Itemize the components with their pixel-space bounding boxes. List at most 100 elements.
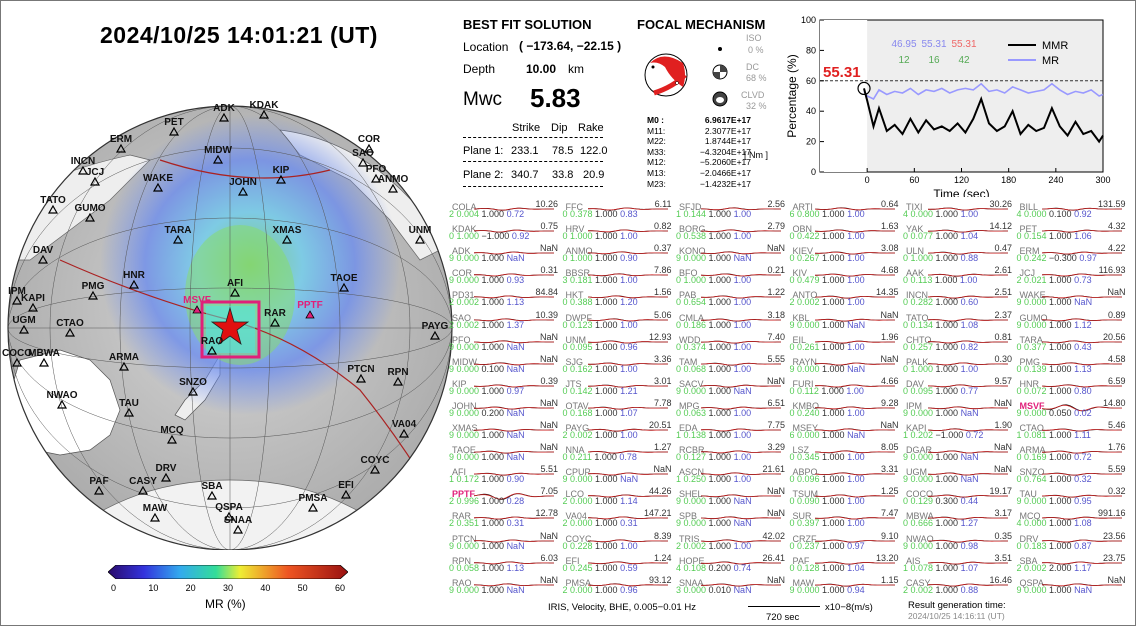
variance-reduction: 1.24 [653, 552, 672, 563]
waveform-trace [701, 516, 781, 520]
variance-reduction: 13.20 [875, 552, 899, 563]
station-name: COR [452, 268, 472, 279]
station-factor: 1.000 [935, 209, 961, 220]
station-factor: 0.100 [481, 363, 507, 374]
waveform-trace [928, 494, 1008, 498]
station-cell: PAF 13.20 0 0.128 1.000 1.04 [789, 551, 902, 573]
station-triangle-icon [392, 376, 404, 386]
station-ratio: 1.00 [960, 363, 979, 374]
waveform-trace [474, 362, 554, 365]
station-cell: MCQ 991.16 4 0.000 1.000 1.08 [1016, 506, 1129, 528]
station-weight: 1 0.078 [903, 562, 936, 573]
station-name: KBL [792, 312, 810, 323]
synthetic-trace [474, 428, 554, 432]
variance-reduction: 12.78 [535, 508, 558, 519]
waveform-trace [814, 472, 895, 476]
station-name: MSVF [1019, 400, 1045, 411]
station-ratio: 1.06 [1074, 231, 1092, 242]
station-ratio: 0.97 [506, 385, 525, 396]
station-name: CTAO [1019, 423, 1044, 433]
synthetic-trace [587, 516, 668, 520]
highlight-value: 55.31 [823, 64, 861, 81]
synthetic-trace [474, 207, 554, 211]
station-label: PAYG [422, 321, 449, 332]
station-weight: 0 0.095 [903, 385, 936, 396]
station-cell: PTCN NaN 9 0.000 1.000 NaN [448, 529, 561, 551]
synthetic-trace [701, 406, 781, 410]
station-cell: AAK 2.61 0 0.113 1.000 1.00 [902, 263, 1015, 285]
station-name: AIS [906, 555, 921, 566]
station-triangle-icon [18, 324, 30, 334]
waveform-trace [1041, 384, 1122, 388]
moment-row: M0 : 6.9617E+17 [647, 115, 767, 126]
station-ratio: 0.80 [1074, 385, 1092, 396]
station-weight: 9 0.000 [449, 540, 482, 551]
waveform-trace [814, 450, 895, 454]
station-ratio: 1.00 [620, 319, 638, 330]
station-weight: 2 0.002 [789, 297, 823, 308]
station-triangle-icon [269, 317, 281, 327]
station-weight: 0 0.422 [789, 231, 823, 242]
station-ratio: 0.28 [506, 496, 525, 507]
station-name: PFO [452, 334, 471, 345]
synthetic-trace [474, 406, 554, 410]
station-ratio: NaN [506, 253, 525, 264]
moment-tensor-list: M0 : 6.9617E+17 M11: 2.3077E+17 M22: 1.8744E+… [647, 115, 767, 189]
station-stats: 0 0.096 1.000 1.00 [790, 474, 865, 484]
colorbar-tick: 40 [260, 583, 271, 593]
station-name: UGM [906, 467, 927, 478]
station-weight: 2 0.004 [449, 209, 482, 220]
station-stats: 9 0.000 1.000 1.12 [1017, 320, 1092, 330]
station-label: IPM [8, 286, 26, 297]
station-ratio: 0.92 [1074, 209, 1092, 220]
variance-reduction: 2.56 [767, 199, 785, 209]
station-weight: 0 1.000 [562, 231, 596, 242]
waveform-trace [1041, 472, 1122, 476]
station-stats: 4 0.108 0.200 0.74 [676, 563, 751, 573]
station-triangle-icon [281, 234, 293, 244]
station-stats: 0 0.123 1.000 1.00 [563, 320, 638, 330]
station-name: GUMO [1019, 312, 1048, 323]
station-name: TATO [906, 312, 929, 323]
synthetic-trace [928, 362, 1008, 365]
waveform-trace [474, 583, 554, 586]
variance-reduction: 44.26 [648, 486, 672, 497]
station-ratio: 0.72 [1074, 452, 1092, 463]
station-cell: YAK 14.12 0 0.077 1.000 1.04 [902, 219, 1015, 241]
station-cell: BORG 2.79 0 0.538 1.000 1.00 [675, 219, 788, 241]
scale-label: 720 sec [766, 612, 800, 623]
waveform-trace [587, 251, 668, 255]
station-triangle-icon [229, 287, 241, 297]
station-ratio: 0.43 [1074, 341, 1092, 352]
variance-reduction: NaN [993, 464, 1012, 475]
station-cell: DRV 23.56 0 0.183 1.000 0.87 [1016, 529, 1129, 551]
plane1-dip: 78.5 [552, 145, 574, 157]
waveform-trace [587, 472, 668, 476]
station-ratio: 1.00 [733, 297, 752, 308]
station-name: ABPO [792, 467, 818, 478]
synthetic-trace [587, 295, 668, 299]
station-ratio: 0.94 [847, 584, 865, 595]
station-cell: KIV 4.68 0 0.479 1.000 1.00 [789, 263, 902, 285]
station-ratio: 1.00 [620, 540, 638, 551]
waveform-trace [474, 295, 554, 299]
station-name: TAOE [452, 445, 476, 456]
synthetic-trace [474, 517, 554, 520]
station-cell: WAKE NaN 9 0.000 1.000 NaN [1016, 285, 1129, 307]
station-label: UNM [409, 225, 432, 236]
station-stats: 0 0.245 1.000 0.59 [563, 563, 638, 573]
station-name: KIP [452, 378, 467, 389]
waveform-trace [587, 538, 668, 542]
station-weight: 0 0.058 [449, 562, 482, 573]
station-name: JCJ [1019, 268, 1036, 279]
variance-reduction: 14.80 [1102, 397, 1126, 408]
synthetic-trace [928, 450, 1008, 454]
station-cell: QSPA NaN 9 0.000 1.000 NaN [1016, 573, 1129, 595]
mw-label: Mwc [463, 89, 503, 110]
station-name: TAU [1019, 489, 1037, 500]
y-tick-label: 80 [806, 45, 816, 55]
waveform-trace [814, 494, 895, 498]
variance-reduction: 4.66 [880, 375, 899, 386]
station-ratio: 0.87 [1074, 540, 1092, 551]
variance-reduction: 131.59 [1097, 199, 1126, 209]
